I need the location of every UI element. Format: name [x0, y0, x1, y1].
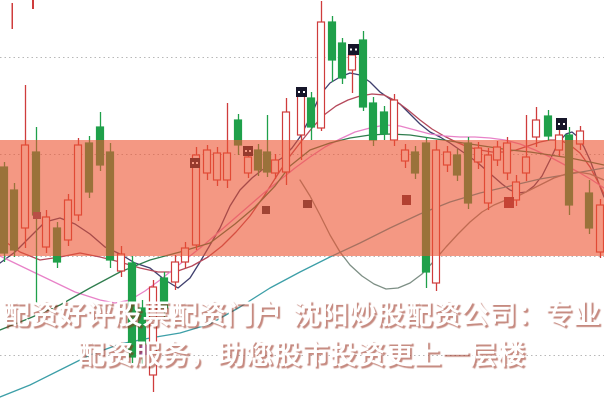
- promo-banner: 配资好评股票配资门户 沈阳炒股配资公司：专业 配资服务，助您股市投资更上一层楼: [0, 140, 604, 371]
- candle-down: [159, 277, 169, 309]
- candle-up: [170, 261, 180, 283]
- candle-up: [148, 286, 158, 376]
- candle-up: [116, 253, 126, 272]
- candle-down: [327, 21, 337, 61]
- event-marker-dot: [563, 123, 565, 125]
- event-marker-dot: [558, 123, 560, 125]
- banner-subtitle: 配资服务，助您股市投资更上一层楼: [78, 340, 526, 371]
- candle-up: [316, 21, 326, 129]
- event-marker-dot: [355, 48, 357, 51]
- event-marker: [139, 345, 150, 355]
- edge-candle-mark: [11, 3, 13, 29]
- event-marker-dot: [350, 48, 352, 51]
- event-marker-dot: [303, 91, 305, 93]
- candle-down: [368, 102, 378, 141]
- candle-down: [379, 111, 389, 135]
- banner-title: 配资好评股票配资门户 沈阳炒股配资公司：专业: [2, 300, 602, 331]
- candle-down: [358, 39, 368, 108]
- candle-up: [347, 54, 357, 71]
- candle-down: [306, 97, 316, 128]
- candle-up: [389, 99, 399, 141]
- candle-up: [296, 95, 306, 136]
- candle-down: [337, 42, 347, 79]
- edge-candle-mark: [32, 0, 34, 9]
- event-marker: [556, 118, 567, 130]
- event-marker-dot: [298, 91, 300, 93]
- event-marker: [296, 87, 307, 97]
- event-marker: [348, 44, 359, 55]
- candle-down: [127, 262, 137, 358]
- candle-down: [543, 115, 553, 137]
- candle-up: [531, 119, 541, 138]
